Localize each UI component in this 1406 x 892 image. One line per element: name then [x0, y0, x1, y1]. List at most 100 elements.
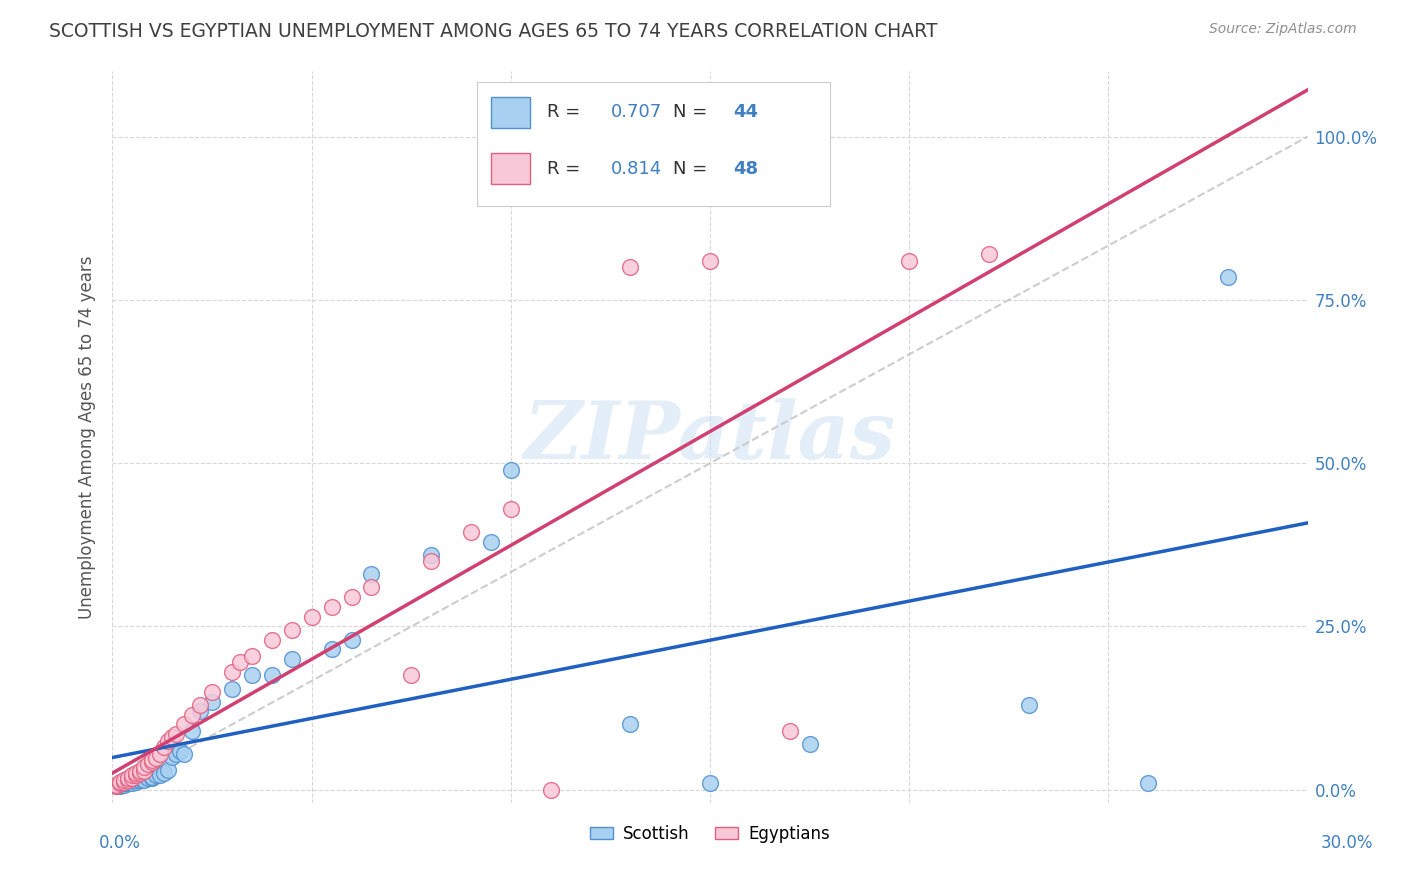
Point [460, 524, 482, 539]
Point [181, 707, 204, 722]
Text: SCOTTISH VS EGYPTIAN UNEMPLOYMENT AMONG AGES 65 TO 74 YEARS CORRELATION CHART: SCOTTISH VS EGYPTIAN UNEMPLOYMENT AMONG … [49, 22, 938, 41]
Point [619, 717, 641, 731]
Point [229, 656, 252, 670]
Point [173, 747, 195, 761]
Point [173, 717, 195, 731]
Point [153, 740, 176, 755]
Text: N =: N = [673, 103, 713, 121]
Text: 44: 44 [733, 103, 758, 121]
Point [121, 776, 143, 790]
Point [114, 775, 135, 789]
Point [110, 780, 132, 794]
Point [281, 623, 304, 637]
Point [153, 766, 176, 780]
Point [117, 771, 139, 785]
Point [141, 756, 163, 770]
FancyBboxPatch shape [491, 97, 530, 128]
Point [898, 253, 921, 268]
Point [162, 731, 183, 745]
Point [1137, 776, 1160, 790]
Point [799, 737, 821, 751]
Point [110, 775, 132, 789]
Point [165, 727, 187, 741]
Point [145, 768, 167, 782]
Point [114, 778, 135, 792]
Text: 30.0%: 30.0% [1320, 834, 1374, 852]
Text: 48: 48 [733, 160, 758, 178]
Point [201, 695, 224, 709]
Text: N =: N = [673, 160, 713, 178]
Point [619, 260, 641, 275]
Text: 0.814: 0.814 [610, 160, 662, 178]
Point [221, 681, 243, 696]
Point [221, 665, 243, 680]
Point [321, 642, 343, 657]
Point [149, 747, 172, 761]
Point [401, 668, 423, 682]
Point [138, 771, 160, 785]
Point [157, 763, 180, 777]
Point [699, 253, 721, 268]
Point [779, 723, 801, 738]
Point [125, 768, 148, 782]
Text: R =: R = [547, 160, 586, 178]
Point [479, 534, 502, 549]
Point [340, 590, 363, 604]
Point [141, 753, 163, 767]
Legend: Scottish, Egyptians: Scottish, Egyptians [583, 818, 837, 849]
Point [540, 782, 562, 797]
Point [129, 766, 152, 780]
Text: R =: R = [547, 103, 586, 121]
Point [301, 609, 323, 624]
Point [125, 772, 148, 787]
Point [125, 775, 148, 789]
Point [121, 768, 143, 782]
Point [134, 760, 156, 774]
Point [188, 705, 211, 719]
Point [157, 733, 180, 747]
Point [240, 668, 263, 682]
Text: ZIPatlas: ZIPatlas [524, 399, 896, 475]
Text: Source: ZipAtlas.com: Source: ZipAtlas.com [1209, 22, 1357, 37]
Point [162, 750, 183, 764]
FancyBboxPatch shape [491, 153, 530, 184]
Point [134, 764, 156, 779]
FancyBboxPatch shape [477, 82, 830, 206]
Point [117, 776, 139, 790]
Point [420, 548, 443, 562]
Point [117, 772, 139, 787]
Point [201, 685, 224, 699]
Point [499, 463, 522, 477]
Point [110, 776, 132, 790]
Point [105, 780, 128, 794]
Text: 0.707: 0.707 [610, 103, 662, 121]
Point [699, 776, 721, 790]
Point [105, 778, 128, 792]
Point [129, 764, 152, 779]
Point [169, 743, 191, 757]
Point [114, 776, 135, 790]
Point [121, 771, 143, 785]
Point [141, 771, 163, 785]
Point [977, 247, 1000, 261]
Point [420, 554, 443, 568]
Point [129, 772, 152, 787]
Text: 0.0%: 0.0% [98, 834, 141, 852]
Point [1018, 698, 1040, 712]
Point [110, 778, 132, 792]
Point [134, 772, 156, 787]
Point [145, 751, 167, 765]
Point [117, 775, 139, 789]
Point [240, 648, 263, 663]
Point [281, 652, 304, 666]
Point [188, 698, 211, 712]
Point [141, 770, 163, 784]
Point [165, 747, 187, 761]
Point [114, 772, 135, 787]
Point [1216, 270, 1239, 285]
Point [321, 599, 343, 614]
Point [129, 771, 152, 785]
Point [360, 567, 382, 582]
Point [260, 668, 283, 682]
Point [125, 766, 148, 780]
